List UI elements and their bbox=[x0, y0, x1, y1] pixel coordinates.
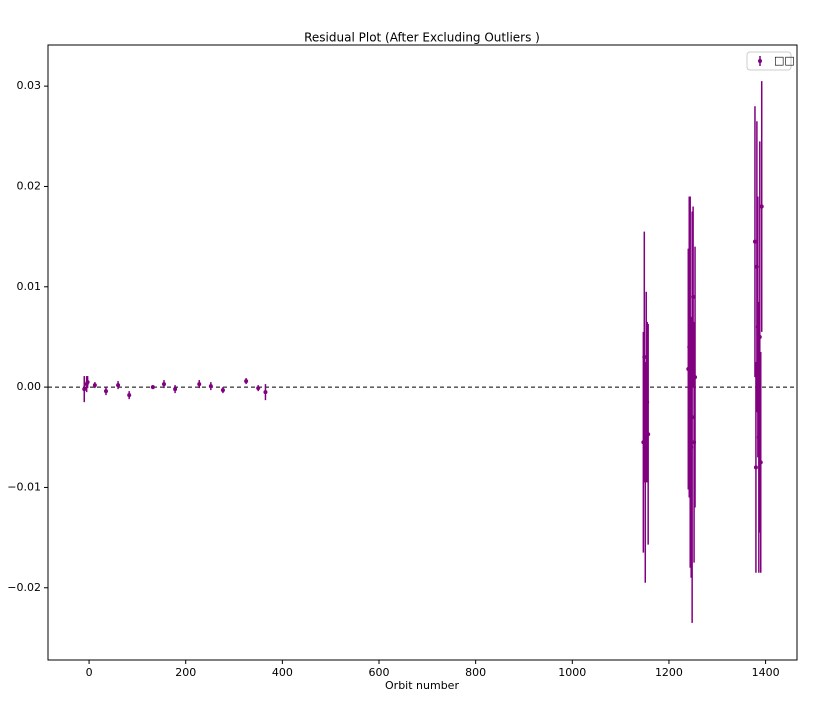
y-tick-label: 0.03 bbox=[17, 79, 42, 92]
data-point bbox=[752, 239, 757, 244]
data-point bbox=[103, 389, 108, 394]
chart-title: Residual Plot (After Excluding Outliers … bbox=[304, 31, 540, 45]
data-point bbox=[127, 393, 132, 398]
legend-box bbox=[746, 51, 792, 71]
x-tick-label: 1000 bbox=[558, 666, 586, 679]
data-point bbox=[753, 465, 758, 470]
y-tick-label: 0.00 bbox=[17, 380, 42, 393]
y-tick-label: −0.02 bbox=[7, 581, 41, 594]
data-point bbox=[92, 383, 97, 388]
x-tick-label: 800 bbox=[465, 666, 486, 679]
data-point bbox=[758, 460, 763, 465]
y-tick-label: 0.01 bbox=[17, 280, 42, 293]
data-point bbox=[642, 355, 647, 360]
plot-frame bbox=[47, 44, 798, 661]
data-point bbox=[691, 294, 696, 299]
data-point bbox=[197, 382, 202, 387]
data-point bbox=[150, 385, 155, 390]
x-tick-label: 400 bbox=[272, 666, 293, 679]
legend-label: □□ bbox=[774, 54, 795, 67]
data-point bbox=[757, 334, 762, 339]
data-point bbox=[116, 383, 121, 388]
x-tick-label: 600 bbox=[369, 666, 390, 679]
x-tick-label: 200 bbox=[175, 666, 196, 679]
x-tick-label: 1400 bbox=[752, 666, 780, 679]
y-tick-label: 0.02 bbox=[17, 179, 42, 192]
x-axis-label: Orbit number bbox=[385, 679, 459, 692]
data-point bbox=[690, 415, 695, 420]
data-point bbox=[82, 387, 87, 392]
x-tick-label: 0 bbox=[86, 666, 93, 679]
legend-marker bbox=[758, 59, 762, 63]
data-point bbox=[244, 379, 249, 384]
data-point bbox=[85, 380, 90, 385]
data-point bbox=[220, 388, 225, 393]
data-point bbox=[208, 384, 213, 389]
data-point bbox=[161, 382, 166, 387]
data-point bbox=[263, 390, 268, 395]
y-tick-label: −0.01 bbox=[7, 480, 41, 493]
data-point bbox=[256, 386, 261, 391]
x-tick-label: 1200 bbox=[655, 666, 683, 679]
data-point bbox=[759, 204, 764, 209]
data-point bbox=[173, 387, 178, 392]
data-point bbox=[646, 432, 651, 437]
data-point bbox=[693, 375, 698, 380]
